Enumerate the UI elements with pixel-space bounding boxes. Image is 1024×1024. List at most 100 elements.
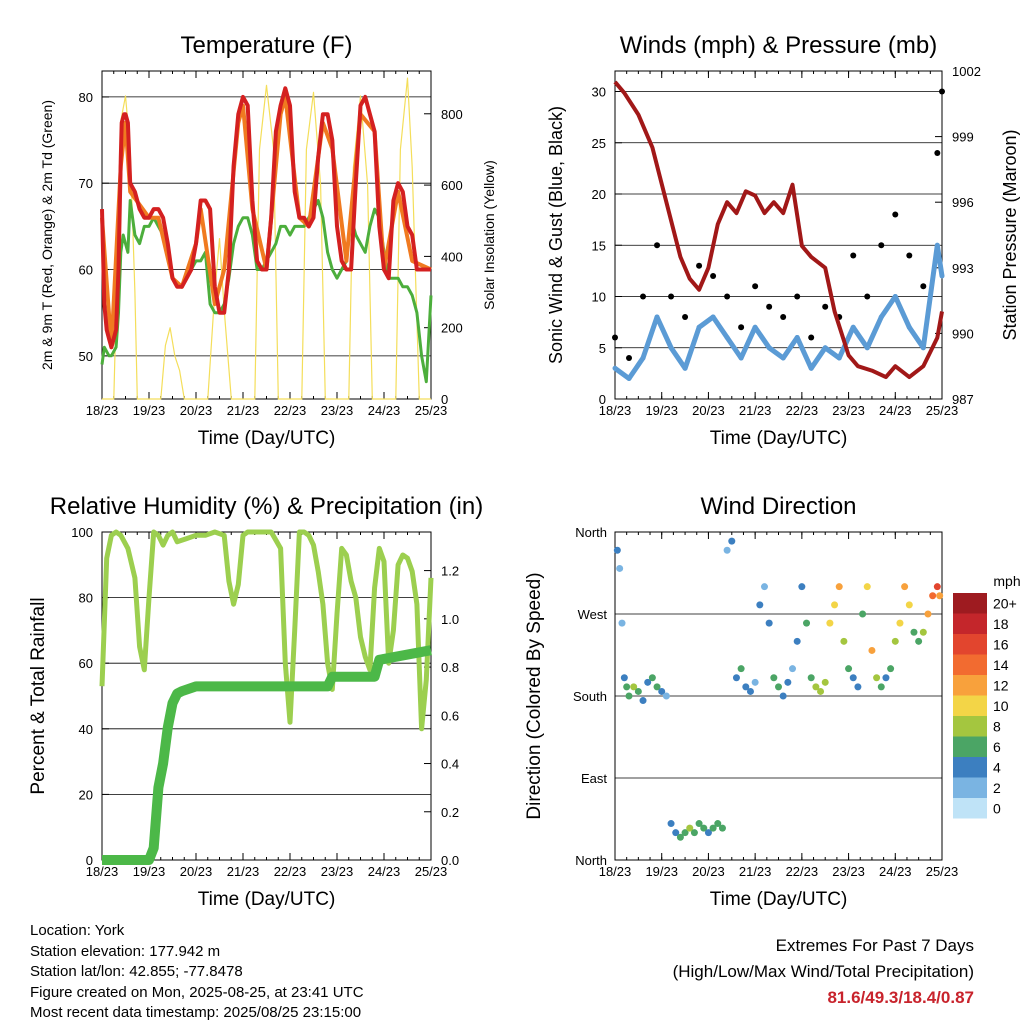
x-axis-label-0: Time (Day/UTC) bbox=[198, 428, 336, 449]
y-axis-label-0: 2m & 9m T (Red, Orange) & 2m Td (Green) bbox=[39, 100, 55, 370]
gust-point bbox=[710, 273, 717, 279]
colorbar-label: 4 bbox=[993, 759, 1001, 775]
wind-point bbox=[612, 365, 618, 371]
direction-point bbox=[891, 637, 899, 645]
colorbar-label: 8 bbox=[993, 718, 1001, 734]
direction-point bbox=[732, 674, 740, 682]
direction-point bbox=[634, 687, 642, 695]
wind-point bbox=[626, 376, 632, 381]
wind-point bbox=[864, 345, 870, 351]
gust-point bbox=[864, 293, 871, 300]
direction-point bbox=[718, 824, 726, 832]
y-tick-label-2: 40 bbox=[79, 722, 93, 737]
direction-point bbox=[676, 833, 684, 841]
direction-point bbox=[760, 583, 768, 591]
y2-tick-label-1: 999 bbox=[952, 130, 974, 145]
y2-tick-label-2: 0.0 bbox=[441, 853, 459, 868]
direction-point bbox=[704, 829, 712, 837]
wind-point bbox=[892, 294, 898, 299]
y-tick-label-2: 20 bbox=[79, 787, 93, 802]
chart-title-3: Wind Direction bbox=[700, 493, 856, 520]
latlon-text: Station lat/lon: 42.855; -77.8478 bbox=[30, 963, 243, 980]
direction-point bbox=[877, 683, 885, 691]
x-tick-label-3: 25/23 bbox=[926, 864, 959, 879]
direction-point bbox=[812, 683, 820, 691]
direction-point bbox=[623, 683, 631, 691]
y2-tick-label-0: 400 bbox=[441, 249, 463, 264]
gust-point bbox=[822, 303, 829, 310]
gust-point bbox=[752, 283, 759, 290]
colorbar-swatch bbox=[953, 716, 987, 737]
x-tick-label-3: 19/23 bbox=[645, 864, 678, 879]
y2-tick-label-1: 993 bbox=[952, 261, 974, 276]
x-tick-label-2: 20/23 bbox=[180, 864, 213, 879]
x-tick-label-1: 25/23 bbox=[926, 403, 959, 418]
x-tick-label-3: 18/23 bbox=[599, 864, 632, 879]
y-tick-label-1: 15 bbox=[592, 238, 606, 253]
wind-point bbox=[738, 355, 744, 361]
y-tick-label-0: 50 bbox=[79, 349, 93, 364]
y2-tick-label-0: 800 bbox=[441, 107, 463, 122]
direction-point bbox=[821, 678, 829, 686]
direction-point bbox=[924, 610, 932, 618]
gust-point bbox=[794, 293, 801, 300]
y-tick-label-2: 80 bbox=[79, 591, 93, 606]
gust-point bbox=[682, 314, 689, 320]
x-axis-label-1: Time (Day/UTC) bbox=[710, 428, 848, 449]
x-tick-label-1: 21/23 bbox=[739, 403, 772, 418]
direction-point bbox=[845, 665, 853, 673]
wind-point bbox=[696, 324, 702, 330]
colorbar-swatch bbox=[953, 675, 987, 696]
x-tick-label-0: 18/23 bbox=[86, 403, 119, 418]
y2-tick-label-2: 1.2 bbox=[441, 564, 459, 579]
y-tick-label-0: 70 bbox=[79, 176, 93, 191]
series-station-pressure bbox=[613, 80, 944, 380]
direction-point bbox=[700, 824, 708, 832]
y2-tick-label-0: 200 bbox=[441, 321, 463, 336]
y-tick-label-1: 25 bbox=[592, 136, 606, 151]
direction-point bbox=[887, 665, 895, 673]
y-tick-label-1: 0 bbox=[599, 392, 606, 407]
colorbar-swatch bbox=[953, 757, 987, 778]
colorbar-swatch bbox=[953, 593, 987, 614]
series-relative-humidity bbox=[99, 529, 434, 732]
direction-point bbox=[653, 683, 661, 691]
recent-text: Most recent data timestamp: 2025/08/25 2… bbox=[30, 1004, 362, 1021]
x-tick-label-1: 22/23 bbox=[786, 403, 819, 418]
y-axis-label-3: Direction (Colored By Speed) bbox=[524, 572, 545, 819]
y-tick-label-1: 5 bbox=[599, 341, 606, 356]
y-tick-label-1: 10 bbox=[592, 290, 606, 305]
direction-point bbox=[873, 674, 881, 682]
series-total-rainfall bbox=[102, 645, 432, 865]
y-tick-label-2: 100 bbox=[71, 525, 93, 540]
x-tick-label-2: 19/23 bbox=[133, 864, 166, 879]
direction-point bbox=[723, 546, 731, 554]
extremes-subtitle: (High/Low/Max Wind/Total Precipitation) bbox=[672, 962, 974, 981]
direction-point bbox=[831, 601, 839, 609]
extremes-box: Extremes For Past 7 Days (High/Low/Max W… bbox=[673, 933, 974, 1011]
x-axis-label-2: Time (Day/UTC) bbox=[198, 889, 336, 910]
wind-point bbox=[766, 345, 772, 351]
gust-point bbox=[920, 283, 927, 290]
y-tick-label-1: 20 bbox=[592, 187, 606, 202]
chart-title-1: Winds (mph) & Pressure (mb) bbox=[620, 32, 937, 59]
y-tick-label-0: 80 bbox=[79, 90, 93, 105]
direction-point bbox=[714, 820, 722, 828]
direction-point bbox=[686, 824, 694, 832]
x-tick-label-0: 20/23 bbox=[180, 403, 213, 418]
wind-point bbox=[682, 365, 688, 371]
colorbar-label: 0 bbox=[993, 800, 1001, 816]
direction-point bbox=[765, 619, 773, 627]
wind-point bbox=[906, 324, 912, 330]
colorbar-swatch bbox=[953, 634, 987, 655]
extremes-title: Extremes For Past 7 Days bbox=[775, 936, 974, 955]
y-tick-label-2: 60 bbox=[79, 656, 93, 671]
y2-tick-label-2: 0.4 bbox=[441, 757, 459, 772]
wind-point bbox=[794, 335, 800, 340]
direction-point bbox=[662, 692, 670, 700]
wind-point bbox=[934, 242, 940, 248]
y-tick-label-0: 60 bbox=[79, 263, 93, 278]
colorbar-label: 20+ bbox=[993, 595, 1017, 611]
direction-point bbox=[901, 583, 909, 591]
direction-point bbox=[616, 564, 624, 572]
